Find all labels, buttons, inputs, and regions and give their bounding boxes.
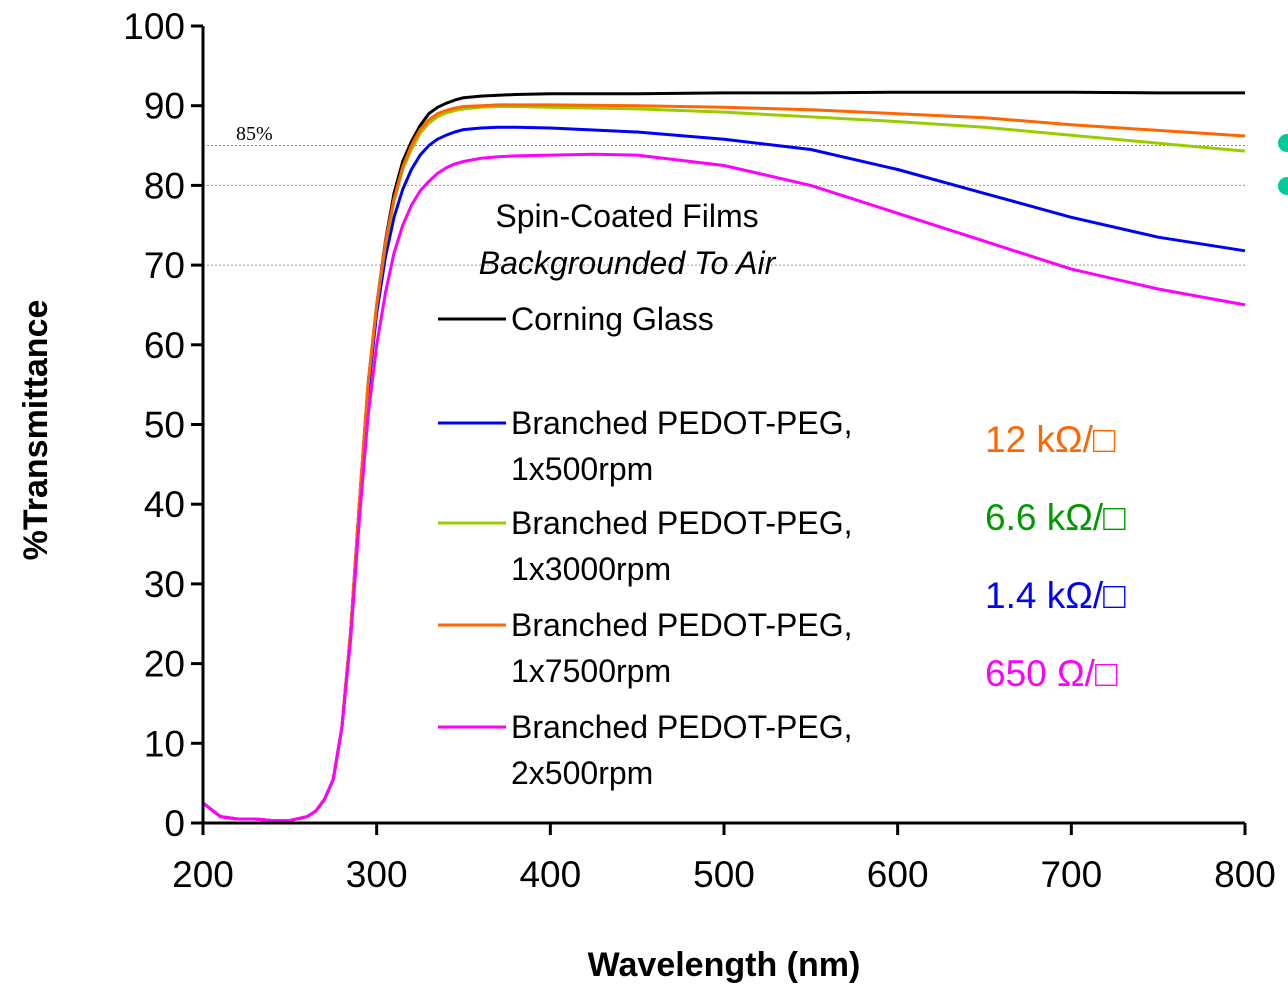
legend-label-3-line2: 1x3000rpm [511,551,671,587]
legend-label-2-line2: 1x500rpm [511,451,653,487]
y-tick-label: 50 [144,405,185,446]
x-tick-label: 300 [346,854,408,895]
y-tick-label: 0 [164,803,185,844]
x-tick-label: 200 [172,854,234,895]
legend-label-5-line2: 2x500rpm [511,755,653,791]
y-axis-title: %Transmittance [17,300,55,561]
resistance-label-3: 1.4 kΩ/□ [985,575,1126,616]
legend-label-2: Branched PEDOT-PEG, [511,405,852,441]
legend-label-5: Branched PEDOT-PEG, [511,709,852,745]
x-tick-label: 600 [867,854,929,895]
series-line-5 [202,152,1246,823]
resistance-label-4: 650 Ω/□ [985,653,1118,694]
bullet-marker-2 [1278,177,1288,195]
y-axis-ticks: 0 10 20 30 40 50 60 70 80 90 100 [123,6,203,844]
y-tick-label: 100 [123,6,185,47]
legend-label-4: Branched PEDOT-PEG, [511,607,852,643]
resistance-labels: 12 kΩ/□ 6.6 kΩ/□ 1.4 kΩ/□ 650 Ω/□ [985,419,1126,694]
x-axis-title: Wavelength (nm) [588,946,861,984]
reference-line-label: 85% [236,123,273,145]
legend-title-line2: Backgrounded To Air [479,245,777,281]
x-axis-ticks: 200 300 400 500 600 700 800 [172,823,1276,895]
series-layer [202,90,1246,823]
bullet-markers [1278,134,1288,195]
gridlines [203,184,1245,266]
y-tick-label: 60 [144,325,185,366]
resistance-label-2: 6.6 kΩ/□ [985,497,1126,538]
legend-label-4-line2: 1x7500rpm [511,653,671,689]
y-tick-label: 70 [144,245,185,286]
legend-label-1: Corning Glass [511,301,714,337]
x-tick-label: 500 [693,854,755,895]
legend-title-line1: Spin-Coated Films [495,198,758,234]
legend: Spin-Coated Films Backgrounded To Air Co… [438,198,852,791]
x-tick-label: 800 [1214,854,1276,895]
bullet-marker-1 [1278,134,1288,152]
y-tick-label: 20 [144,644,185,685]
y-tick-label: 80 [144,165,185,206]
legend-entries: Corning Glass Branched PEDOT-PEG, 1x500rpm… [438,301,852,791]
y-tick-label: 90 [144,86,185,127]
y-tick-label: 10 [144,723,185,764]
resistance-label-1: 12 kΩ/□ [985,419,1116,460]
y-tick-label: 40 [144,484,185,525]
legend-label-3: Branched PEDOT-PEG, [511,505,852,541]
y-tick-label: 30 [144,564,185,605]
x-tick-label: 700 [1040,854,1102,895]
reference-line-85: 85% [203,123,1245,147]
x-tick-label: 400 [519,854,581,895]
